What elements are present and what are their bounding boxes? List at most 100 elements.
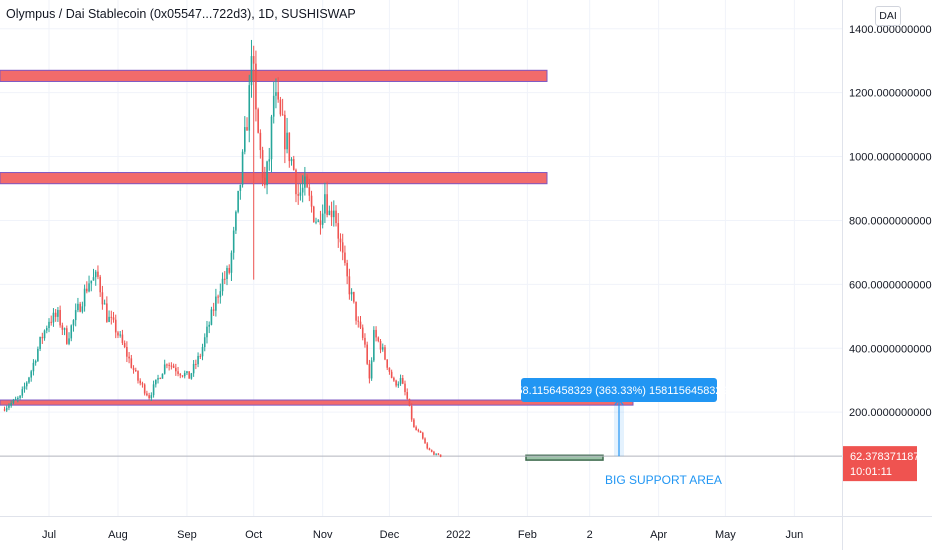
candle-body — [201, 347, 204, 357]
candle-body — [335, 210, 337, 224]
candle-body — [141, 383, 144, 385]
candle-body — [79, 303, 81, 312]
currency-badge[interactable]: DAI — [875, 6, 901, 26]
candle-body — [252, 56, 255, 64]
candle-body — [304, 176, 306, 188]
candle-body — [235, 211, 237, 231]
price-tag-countdown: 10:01:11 — [850, 466, 892, 478]
y-tick-label: 400.0000000000 — [849, 343, 932, 355]
candle-body — [134, 370, 137, 372]
candle-body — [306, 176, 308, 188]
candle-body — [190, 373, 193, 379]
candle-body — [410, 405, 413, 420]
candle-body — [103, 303, 106, 305]
candle-body — [128, 356, 130, 359]
candle-body — [386, 359, 388, 368]
candle-body — [94, 271, 97, 278]
candle-body — [393, 377, 395, 381]
candle-body — [66, 328, 68, 344]
candle-body — [295, 169, 297, 195]
candle-body — [424, 438, 426, 444]
resistance-zone — [0, 69, 548, 82]
candle-body — [346, 262, 348, 277]
candle-body — [406, 392, 409, 399]
candle-body — [437, 453, 440, 455]
candle-body — [277, 92, 279, 100]
candle-body — [430, 450, 433, 452]
candle-body — [368, 363, 371, 379]
candle-body — [239, 184, 242, 191]
candle-body — [137, 371, 139, 381]
candle-body — [181, 375, 184, 377]
candle-body — [248, 85, 251, 131]
candle-body — [43, 330, 46, 339]
candle-body — [297, 194, 299, 196]
candle-body — [68, 338, 70, 344]
candle-body — [399, 378, 402, 384]
candle-body — [281, 114, 284, 116]
candle-body — [257, 109, 259, 133]
candle-body — [110, 316, 113, 318]
candle-body — [72, 320, 75, 326]
x-tick-label: 2 — [587, 529, 593, 541]
measure-label: 158.1156458329 (363.33%) 1581156458329 — [510, 385, 727, 397]
candle-body — [357, 320, 360, 322]
candle-body — [83, 288, 86, 307]
candle-body — [12, 399, 15, 403]
candle-body — [341, 242, 344, 253]
candle-body — [197, 355, 199, 365]
candle-body — [81, 306, 84, 312]
candle-body — [28, 377, 30, 383]
candle-body — [57, 309, 59, 317]
candle-body — [373, 329, 375, 361]
candle-body — [97, 271, 99, 277]
x-tick-label: Sep — [177, 529, 197, 541]
candle-body — [299, 192, 302, 196]
price-tag-value: 62.3783711878 — [850, 451, 926, 463]
candle-body — [388, 367, 391, 372]
candle-body — [404, 383, 406, 393]
resistance-zone — [0, 399, 634, 406]
candle-body — [139, 380, 142, 384]
candle-body — [170, 365, 173, 367]
candle-body — [232, 230, 235, 253]
candle-body — [310, 195, 313, 207]
candle-body — [5, 407, 8, 411]
candle-body — [401, 378, 404, 384]
candle-body — [219, 291, 222, 298]
candle-body — [54, 312, 57, 317]
candle-body — [333, 210, 335, 218]
candle-body — [192, 363, 195, 374]
chart-title: Olympus / Dai Stablecoin (0x05547...722d… — [6, 7, 356, 21]
candle-body — [208, 324, 210, 327]
candle-body — [143, 384, 146, 394]
x-tick-label: 2022 — [446, 529, 470, 541]
candle-body — [330, 210, 333, 218]
candle-body — [155, 379, 157, 385]
candle-body — [59, 309, 61, 326]
candle-body — [370, 360, 373, 379]
candle-body — [63, 328, 66, 330]
candle-body — [364, 337, 366, 345]
candle-body — [348, 276, 351, 295]
candle-body — [397, 383, 400, 386]
x-tick-label: Aug — [108, 529, 128, 541]
candle-body — [375, 329, 377, 338]
candle-body — [415, 427, 417, 431]
candle-body — [272, 95, 275, 117]
candle-body — [226, 268, 228, 279]
candle-body — [166, 364, 168, 366]
candle-body — [106, 303, 108, 322]
candle-body — [148, 395, 150, 399]
y-tick-label: 800.0000000000 — [849, 215, 932, 227]
candle-body — [326, 194, 328, 215]
candle-body — [379, 341, 382, 350]
candle-body — [366, 344, 368, 364]
candle-body — [419, 431, 422, 433]
candle-body — [315, 221, 317, 223]
candle-body — [355, 301, 357, 321]
x-tick-label: Feb — [518, 529, 537, 541]
